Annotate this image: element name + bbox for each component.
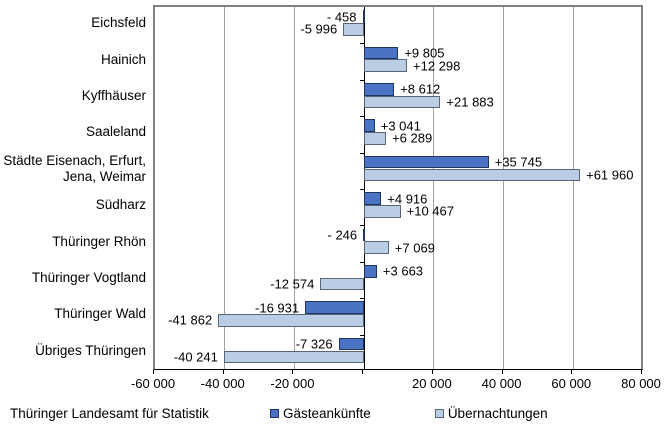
category-label: Kyffhäuser (81, 87, 146, 103)
bar-gaesteankuenfte (364, 265, 377, 278)
x-tick-label: 40 000 (481, 376, 522, 391)
category-tick (359, 335, 364, 336)
x-tick (362, 370, 364, 374)
bar-gaesteankuenfte (364, 83, 395, 96)
bar-gaesteankuenfte (364, 192, 382, 205)
x-tick (153, 370, 154, 374)
bar-value-label: +8 612 (400, 81, 441, 97)
x-tick-label: 80 000 (621, 376, 661, 391)
source-attribution: Thüringer Landesamt für Statistik (10, 406, 209, 421)
legend-label: Gästeankünfte (283, 406, 371, 421)
x-tick-label: -40 000 (200, 376, 245, 391)
x-tick-label: 60 000 (551, 376, 592, 391)
bar-value-label: +3 041 (380, 118, 421, 134)
bar-uebernachtungen (223, 350, 365, 364)
category-tick (359, 43, 364, 44)
bar-value-label: +12 298 (413, 58, 461, 74)
bar-value-label: +3 663 (382, 263, 424, 279)
bar-uebernachtungen (364, 241, 389, 254)
category-tick (359, 153, 364, 154)
gaesteankuenfte-swatch-icon (270, 409, 279, 418)
gridline (572, 7, 574, 369)
bar-value-label: +7 069 (394, 240, 435, 256)
x-tick (292, 370, 294, 374)
x-tick (431, 370, 433, 374)
bar-value-label: -41 862 (168, 312, 213, 328)
bar-value-label: -5 996 (300, 21, 338, 37)
category-label: Übriges Thüringen (35, 342, 146, 358)
category-label: Thüringer Rhön (52, 233, 146, 249)
x-tick-label: -60 000 (130, 376, 176, 391)
bar-value-label: +61 960 (586, 167, 634, 183)
gridline (503, 7, 505, 369)
bar-gaesteankuenfte (364, 46, 399, 60)
bar-gaesteankuenfte (363, 228, 366, 242)
bar-gaesteankuenfte (362, 10, 365, 23)
category-tick (359, 189, 364, 190)
category-label: Thüringer Wald (54, 306, 146, 322)
bar-value-label: +6 289 (392, 130, 433, 146)
category-tick (359, 116, 364, 117)
legend: Gästeankünfte Übernachtungen (270, 406, 548, 421)
legend-item-uebernachtungen: Übernachtungen (434, 406, 548, 421)
x-tick (222, 370, 224, 374)
category-label: Städte Eisenach, Erfurt, Jena, Weimar (3, 152, 146, 184)
zero-axis (363, 7, 365, 369)
gridline (224, 7, 226, 369)
category-tick (359, 225, 364, 226)
plot-area: - 458 +9 805 +8 612 +3 041 +35 745 +4 916 - 24… (153, 5, 643, 370)
gridline (293, 7, 295, 369)
bar-value-label: +21 883 (446, 94, 494, 110)
bar-value-label: +4 916 (387, 191, 428, 207)
bar-uebernachtungen (320, 277, 365, 291)
category-label: Südharz (95, 197, 146, 213)
category-label: Saaleland (85, 124, 146, 140)
bar-uebernachtungen (364, 95, 441, 109)
category-label: Thüringer Vogtland (31, 269, 146, 285)
bar-gaesteankuenfte (305, 301, 365, 315)
bar-value-label: +35 745 (494, 154, 543, 170)
category-label: Eichsfeld (91, 15, 146, 31)
bar-gaesteankuenfte (338, 337, 365, 351)
bar-uebernachtungen (364, 168, 581, 182)
bar-value-label: +9 805 (404, 45, 445, 61)
x-tick (501, 370, 503, 374)
bar-value-label: +10 467 (406, 203, 454, 219)
bar-value-label: -40 241 (173, 349, 218, 365)
gridline (433, 7, 435, 369)
legend-item-gaesteankuenfte: Gästeankünfte (270, 406, 371, 421)
bar-value-label: -7 326 (295, 336, 333, 352)
x-tick (571, 370, 573, 374)
x-tick-label: 20 000 (411, 376, 452, 391)
x-tick-label: -20 000 (270, 376, 315, 391)
bar-uebernachtungen (364, 59, 407, 72)
category-tick (359, 262, 364, 263)
legend-label: Übernachtungen (447, 406, 548, 421)
uebernachtungen-swatch-icon (434, 409, 444, 418)
x-axis-labels: -60 000 -40 000 -20 000 20 000 40 000 60 000 8… (0, 376, 668, 392)
bar-uebernachtungen (364, 132, 387, 145)
bar-gaesteankuenfte (364, 155, 489, 169)
category-label: Hainich (100, 51, 146, 67)
bar-value-label: - 246 (327, 227, 358, 243)
category-axis-labels: Eichsfeld Hainich Kyffhäuser Saaleland Städt… (0, 5, 146, 369)
bar-uebernachtungen (218, 314, 365, 327)
bar-value-label: -16 931 (255, 300, 300, 316)
category-tick (359, 298, 364, 299)
bar-value-label: - 458 (326, 9, 357, 25)
x-tick (641, 370, 642, 374)
bar-uebernachtungen (364, 204, 401, 218)
bar-uebernachtungen (343, 22, 365, 36)
bar-value-label: -12 574 (270, 276, 315, 292)
bar-gaesteankuenfte (364, 119, 375, 133)
category-tick (359, 80, 364, 81)
